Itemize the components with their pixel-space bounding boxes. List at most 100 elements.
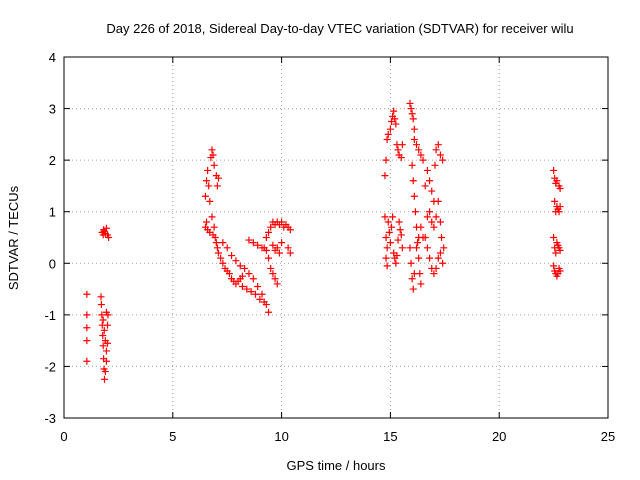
data-point — [225, 270, 233, 278]
data-point — [238, 282, 246, 290]
data-point — [249, 239, 257, 247]
data-point — [213, 182, 221, 190]
data-point — [410, 125, 418, 133]
data-point — [238, 272, 246, 280]
data-point — [254, 241, 262, 249]
y-tick-label: 0 — [49, 256, 56, 271]
data-point — [102, 347, 110, 355]
data-point — [389, 213, 397, 221]
data-point — [201, 192, 209, 200]
data-point — [260, 244, 268, 252]
data-point — [423, 166, 431, 174]
data-point — [423, 213, 431, 221]
data-point — [555, 208, 563, 216]
data-point — [430, 270, 438, 278]
data-point — [99, 342, 107, 350]
data-point — [409, 285, 417, 293]
data-point — [423, 244, 431, 252]
data-point — [98, 311, 106, 319]
data-point — [391, 115, 399, 123]
data-point — [415, 146, 423, 154]
data-point — [219, 259, 227, 267]
data-point — [386, 125, 394, 133]
data-point — [426, 208, 434, 216]
data-point — [83, 311, 91, 319]
data-point — [245, 236, 253, 244]
data-point — [406, 99, 414, 107]
data-point — [408, 275, 416, 283]
data-point — [398, 141, 406, 149]
data-point — [284, 244, 292, 252]
data-point — [100, 326, 108, 334]
data-point — [552, 249, 560, 257]
data-point — [409, 177, 417, 185]
data-point — [271, 275, 279, 283]
data-point — [265, 228, 273, 236]
y-tick-label: -2 — [44, 359, 56, 374]
data-point — [102, 357, 110, 365]
data-point — [83, 337, 91, 345]
data-point — [394, 146, 402, 154]
data-point — [383, 262, 391, 270]
y-tick-label: 1 — [49, 205, 56, 220]
data-point — [421, 234, 429, 241]
data-point — [382, 234, 390, 241]
data-point — [273, 280, 281, 288]
data-point — [254, 282, 262, 290]
data-point — [397, 154, 405, 162]
y-tick-label: -1 — [44, 308, 56, 323]
data-point — [434, 254, 442, 262]
data-point — [438, 234, 446, 241]
data-point — [421, 182, 429, 190]
data-point — [387, 223, 395, 231]
data-point — [208, 146, 216, 154]
data-point — [382, 156, 390, 164]
data-point — [409, 115, 417, 123]
data-point — [550, 234, 558, 241]
data-point — [417, 151, 425, 159]
data-point — [278, 218, 286, 226]
data-point — [203, 218, 211, 226]
x-axis-label: GPS time / hours — [287, 458, 386, 473]
data-point — [210, 223, 218, 231]
data-point — [236, 262, 244, 270]
data-point — [556, 185, 564, 193]
data-point — [417, 223, 425, 231]
y-tick-label: 3 — [49, 102, 56, 117]
data-point — [390, 107, 398, 115]
data-point — [273, 244, 281, 252]
data-point — [228, 252, 236, 260]
x-tick-label: 10 — [274, 429, 288, 444]
x-tick-label: 0 — [60, 429, 67, 444]
grid — [64, 57, 608, 418]
data-point — [269, 270, 277, 278]
data-point — [439, 259, 447, 267]
data-point — [550, 262, 558, 270]
data-point — [258, 290, 266, 298]
data-point — [436, 218, 444, 226]
plot-frame — [63, 56, 609, 419]
data-point — [247, 288, 255, 296]
data-points — [83, 99, 564, 383]
data-point — [426, 254, 434, 262]
data-point — [386, 239, 394, 247]
data-point — [556, 267, 564, 275]
data-point — [219, 239, 227, 247]
data-point — [413, 244, 421, 252]
x-tick-label: 20 — [492, 429, 506, 444]
data-point — [550, 166, 558, 174]
data-point — [383, 244, 391, 252]
data-point — [436, 249, 444, 257]
data-point — [432, 264, 440, 272]
data-point — [208, 213, 216, 221]
chart-title: Day 226 of 2018, Sidereal Day-to-day VTE… — [106, 21, 573, 36]
data-point — [286, 249, 294, 257]
data-point — [214, 174, 222, 182]
data-point — [383, 136, 391, 144]
data-point — [245, 270, 253, 278]
data-point — [275, 249, 283, 257]
data-point — [265, 308, 273, 316]
data-point — [410, 192, 418, 200]
data-point — [267, 223, 275, 231]
